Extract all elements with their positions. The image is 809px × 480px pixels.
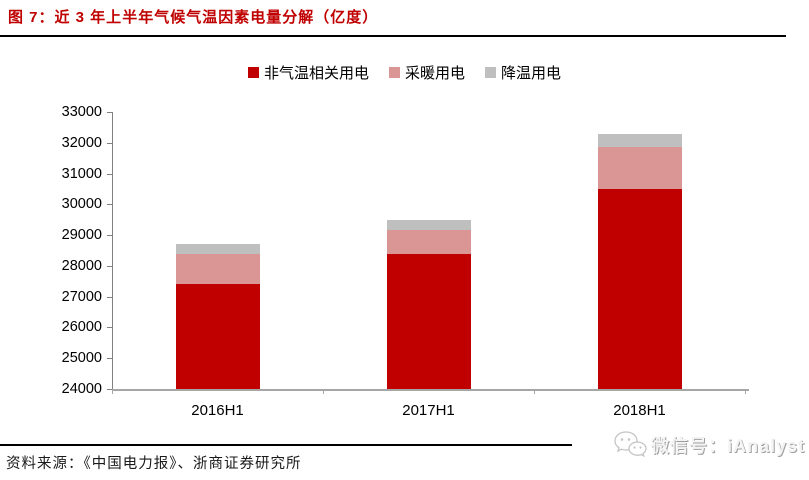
y-tick-label: 31000 — [61, 165, 102, 182]
bar-segment-2016H1-0 — [175, 284, 260, 389]
bar-segment-2017H1-2 — [386, 219, 471, 231]
wechat-icon — [613, 430, 647, 460]
bar-segment-2016H1-2 — [175, 244, 260, 254]
bar-segment-2018H1-1 — [597, 147, 682, 189]
y-tick-label: 24000 — [61, 381, 102, 397]
bar-segment-2018H1-2 — [597, 133, 682, 148]
y-axis-tick — [107, 358, 112, 360]
legend-swatch-icon — [388, 66, 400, 78]
y-tick-label: 25000 — [61, 350, 102, 367]
figure-title: 图 7：近 3 年上半年气候气温因素电量分解（亿度） — [8, 9, 379, 26]
y-tick-label: 26000 — [61, 319, 102, 336]
y-axis-tick — [107, 389, 112, 390]
y-axis-tick — [107, 235, 112, 237]
bar-segment-2017H1-1 — [386, 230, 471, 254]
y-tick-label: 27000 — [61, 288, 102, 305]
y-axis-tick — [107, 204, 112, 206]
footer-divider-line — [0, 444, 572, 446]
legend-item-1: 采暖用电 — [388, 62, 465, 83]
title-divider-line — [0, 35, 786, 37]
y-axis-tick — [107, 173, 112, 175]
x-axis-tick — [745, 389, 746, 394]
legend-label: 非气温相关用电 — [263, 65, 369, 82]
source-note: 资料来源：《中国电力报》、浙商证券研究所 — [6, 456, 302, 472]
legend-item-0: 非气温相关用电 — [247, 62, 369, 83]
legend-label: 采暖用电 — [404, 65, 465, 82]
y-axis-tick — [107, 112, 112, 113]
y-axis-tick — [107, 296, 112, 298]
y-axis — [112, 112, 113, 389]
bar-segment-2017H1-0 — [386, 253, 471, 389]
legend-swatch-icon — [247, 66, 259, 78]
y-tick-label: 33000 — [61, 104, 102, 120]
bar-segment-2016H1-1 — [175, 253, 260, 285]
x-category-label: 2017H1 — [402, 402, 455, 419]
wechat-id-label: 微信号：iAnalyst — [650, 436, 805, 456]
y-tick-label: 28000 — [61, 257, 102, 274]
legend-label: 降温用电 — [501, 65, 562, 82]
bar-segment-2018H1-0 — [597, 188, 682, 389]
x-axis-tick — [534, 389, 535, 394]
chart-legend: 非气温相关用电 采暖用电 降温用电 — [0, 61, 809, 83]
y-tick-label: 32000 — [61, 134, 102, 151]
wechat-watermark: 微信号：iAnalyst — [613, 428, 805, 462]
y-tick-label: 29000 — [61, 227, 102, 244]
legend-swatch-icon — [485, 66, 496, 78]
y-tick-label: 30000 — [61, 196, 102, 213]
legend-item-2: 降温用电 — [485, 62, 561, 83]
x-axis — [112, 389, 749, 391]
y-axis-tick — [107, 142, 112, 144]
x-axis-tick — [323, 389, 324, 394]
x-category-label: 2018H1 — [613, 402, 666, 419]
y-axis-tick — [107, 265, 112, 267]
y-axis-tick — [107, 327, 112, 329]
x-category-label: 2016H1 — [191, 402, 244, 419]
x-axis-tick — [112, 389, 113, 394]
